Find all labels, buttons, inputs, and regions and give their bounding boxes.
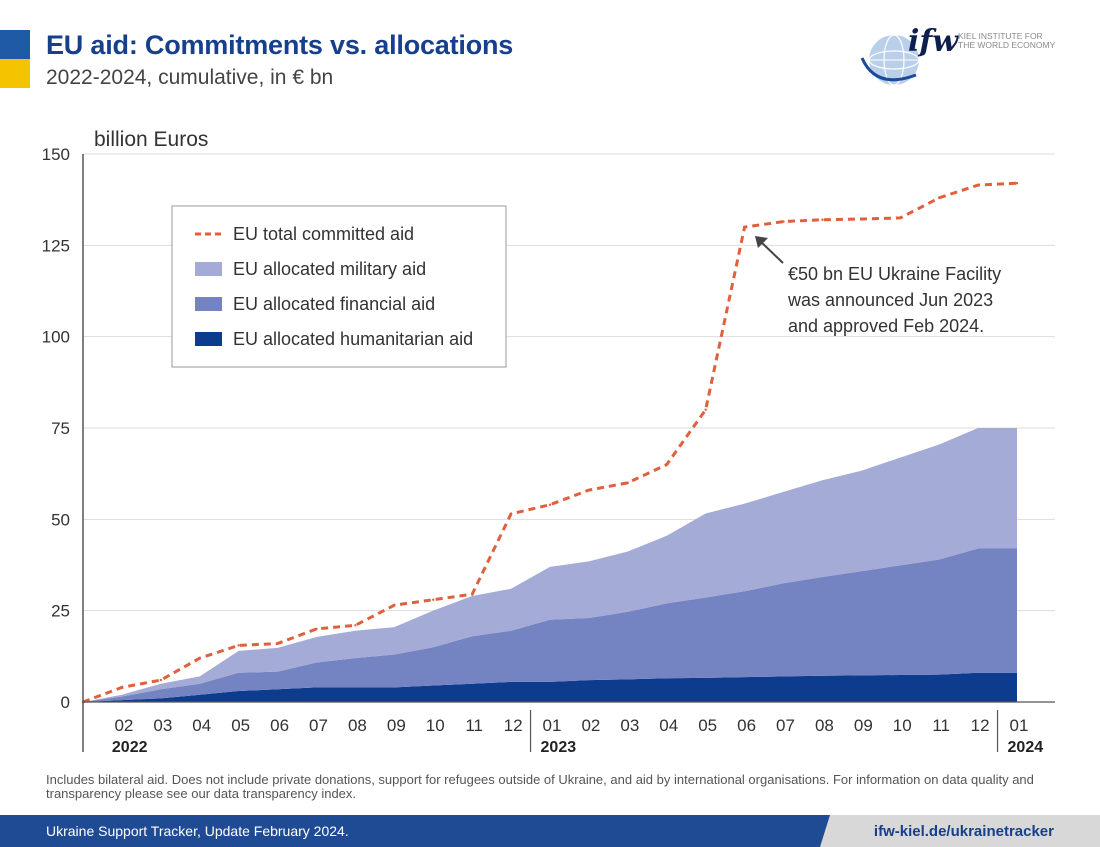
- ifw-logo: ifw KIEL INSTITUTE FOR THE WORLD ECONOMY: [856, 20, 1066, 90]
- area-series-0: [83, 672, 1017, 702]
- area-series-1: [83, 548, 1017, 702]
- x-tick-label: 07: [309, 716, 328, 735]
- committed-aid-point: [354, 624, 357, 627]
- annotation-arrow-shaft: [759, 240, 784, 264]
- committed-aid-point: [548, 503, 552, 506]
- x-tick-label: 07: [776, 716, 795, 735]
- tick-labels: 0 25 50 75 100 125 150 02 03 04 05 06 07 08 09 10 11 12 01…: [42, 145, 1044, 756]
- x-tick-label: 03: [153, 716, 172, 735]
- logo-institute-line1: KIEL INSTITUTE FOR: [958, 31, 1043, 41]
- area-series-2: [83, 428, 1017, 702]
- legend-label-3: EU allocated humanitarian aid: [233, 329, 473, 349]
- committed-aid-point: [626, 481, 630, 484]
- committed-aid-point: [276, 642, 279, 645]
- committed-aid-point: [860, 217, 863, 221]
- year-label-2023: 2023: [541, 739, 577, 756]
- x-tick-label: 09: [387, 716, 406, 735]
- annotation-line-0: €50 bn EU Ukraine Facility: [788, 264, 1001, 284]
- legend-swatch-3: [195, 332, 222, 346]
- logo-institute-name: KIEL INSTITUTE FOR THE WORLD ECONOMY: [958, 32, 1055, 50]
- chart-subtitle: 2022-2024, cumulative, in € bn: [46, 66, 334, 89]
- x-tick-label: 11: [932, 716, 950, 735]
- x-tick-label: 04: [659, 716, 678, 735]
- committed-aid-point: [704, 408, 707, 411]
- committed-aid-point: [937, 196, 941, 200]
- committed-aid-point: [587, 488, 591, 492]
- chart-title: EU aid: Commitments vs. allocations: [46, 30, 514, 60]
- committed-aid-point: [743, 225, 746, 229]
- legend-swatch-2: [195, 297, 222, 311]
- y-tick-label: 25: [51, 602, 70, 621]
- committed-aid-point: [315, 627, 318, 631]
- y-axis-label: billion Euros: [94, 128, 208, 151]
- committed-aid-point: [976, 183, 980, 187]
- annotation-arrow-head: [755, 236, 768, 248]
- x-tick-label: 05: [231, 716, 250, 735]
- x-tick-label: 05: [698, 716, 717, 735]
- x-tick-label: 02: [114, 716, 133, 735]
- year-label-2022: 2022: [112, 739, 148, 756]
- committed-aid-point: [120, 686, 124, 689]
- legend-swatch-1: [195, 262, 222, 276]
- x-tick-label: 01: [543, 716, 562, 735]
- x-tick-label: 12: [504, 716, 523, 735]
- x-tick-label: 04: [192, 716, 211, 735]
- committed-aid-point: [432, 598, 435, 601]
- legend-label-2: EU allocated financial aid: [233, 294, 435, 314]
- committed-aid-point: [198, 656, 201, 660]
- aid-area-chart: 0 25 50 75 100 125 150 02 03 04 05 06 07 08 09 10 11 12 01…: [42, 128, 1055, 756]
- x-tick-label: 01: [1010, 716, 1029, 735]
- legend: EU total committed aid EU allocated milit…: [171, 205, 507, 368]
- committed-aid-point: [509, 512, 513, 516]
- year-label-2024: 2024: [1008, 739, 1044, 756]
- x-tick-label: 11: [465, 716, 483, 735]
- committed-aid-point: [237, 644, 240, 647]
- x-tick-label: 02: [581, 716, 600, 735]
- y-tick-label: 75: [51, 419, 70, 438]
- legend-label-0: EU total committed aid: [233, 224, 414, 244]
- x-tick-label: 08: [815, 716, 834, 735]
- footer-bar: Ukraine Support Tracker, Update February…: [0, 815, 1100, 847]
- x-tick-label: 09: [854, 716, 873, 735]
- footer-link-background: [820, 815, 1100, 847]
- globe-icon: [860, 34, 920, 86]
- y-tick-label: 50: [51, 510, 70, 529]
- y-tick-label: 0: [61, 693, 70, 712]
- committed-aid-point: [470, 593, 474, 596]
- committed-aid-point: [393, 603, 396, 607]
- x-tick-label: 10: [893, 716, 912, 735]
- logo-mark: ifw: [908, 24, 959, 59]
- annotation-line-2: and approved Feb 2024.: [788, 316, 984, 336]
- committed-aid-point: [665, 463, 668, 466]
- x-tick-label: 10: [426, 716, 445, 735]
- y-tick-label: 150: [42, 145, 70, 164]
- logo-institute-line2: THE WORLD ECONOMY: [958, 40, 1056, 50]
- annotation-line-1: was announced Jun 2023: [787, 290, 993, 310]
- x-tick-label: 12: [971, 716, 990, 735]
- stacked-areas: [83, 428, 1017, 702]
- committed-aid-point: [899, 216, 902, 220]
- facility-annotation: €50 bn EU Ukraine Facility was announced …: [755, 236, 1001, 336]
- committed-aid-point: [821, 218, 824, 221]
- x-tick-label: 06: [737, 716, 756, 735]
- committed-aid-point: [159, 678, 163, 682]
- x-tick-label: 08: [348, 716, 367, 735]
- axes: [82, 154, 1055, 752]
- ukraine-flag-bar: [0, 30, 30, 88]
- y-tick-label: 100: [42, 328, 70, 347]
- x-tick-label: 03: [620, 716, 639, 735]
- footer-source: Ukraine Support Tracker, Update February…: [46, 823, 349, 839]
- footnote: Includes bilateral aid. Does not include…: [46, 772, 1034, 801]
- legend-label-1: EU allocated military aid: [233, 259, 426, 279]
- committed-aid-point: [1015, 182, 1019, 185]
- y-tick-label: 125: [42, 236, 70, 255]
- flag-blue-stripe: [0, 30, 30, 59]
- flag-yellow-stripe: [0, 59, 30, 88]
- footer-link[interactable]: ifw-kiel.de/ukrainetracker: [873, 823, 1054, 840]
- x-tick-label: 06: [270, 716, 289, 735]
- committed-aid-point: [782, 220, 785, 223]
